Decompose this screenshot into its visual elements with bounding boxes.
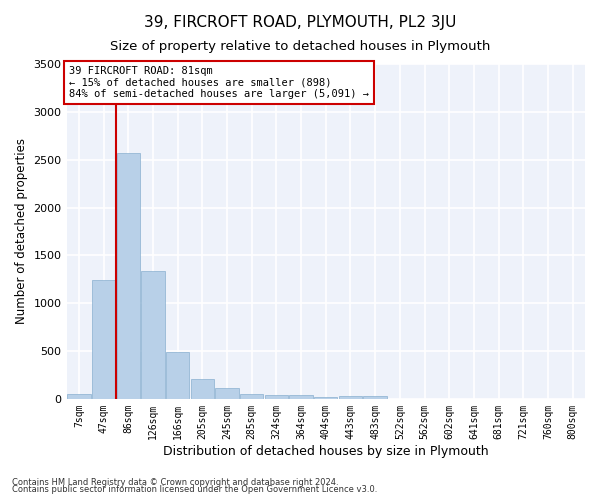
Text: Contains public sector information licensed under the Open Government Licence v3: Contains public sector information licen…: [12, 486, 377, 494]
Text: 39 FIRCROFT ROAD: 81sqm
← 15% of detached houses are smaller (898)
84% of semi-d: 39 FIRCROFT ROAD: 81sqm ← 15% of detache…: [69, 66, 369, 99]
Bar: [67, 394, 91, 399]
Bar: [166, 352, 190, 399]
Bar: [289, 396, 313, 399]
Bar: [240, 394, 263, 399]
Bar: [116, 153, 140, 399]
Text: Size of property relative to detached houses in Plymouth: Size of property relative to detached ho…: [110, 40, 490, 53]
Text: Contains HM Land Registry data © Crown copyright and database right 2024.: Contains HM Land Registry data © Crown c…: [12, 478, 338, 487]
Bar: [141, 270, 164, 399]
Bar: [364, 396, 387, 399]
Text: 39, FIRCROFT ROAD, PLYMOUTH, PL2 3JU: 39, FIRCROFT ROAD, PLYMOUTH, PL2 3JU: [144, 15, 456, 30]
Bar: [92, 280, 115, 399]
Bar: [339, 396, 362, 399]
Bar: [215, 388, 239, 399]
Bar: [191, 379, 214, 399]
Y-axis label: Number of detached properties: Number of detached properties: [15, 138, 28, 324]
X-axis label: Distribution of detached houses by size in Plymouth: Distribution of detached houses by size …: [163, 444, 488, 458]
Bar: [314, 397, 337, 399]
Bar: [265, 394, 288, 399]
